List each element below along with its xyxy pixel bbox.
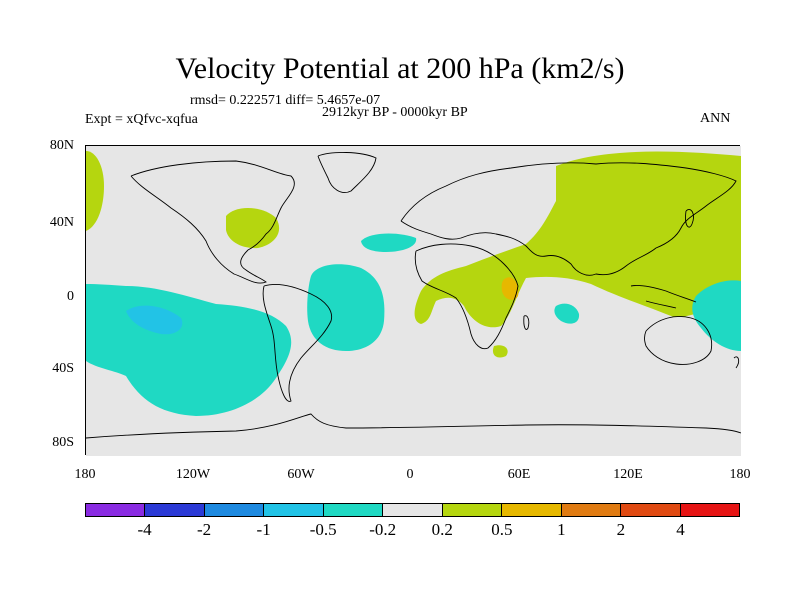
coast-africa xyxy=(414,243,519,350)
legend-label: -0.2 xyxy=(369,520,397,539)
legend-swatch xyxy=(323,504,384,516)
lon-tick-180w: 180 xyxy=(74,467,96,482)
legend-label: -2 xyxy=(196,520,212,539)
lat-tick-80s: 80S xyxy=(52,435,74,450)
positive-anomaly-north-america xyxy=(226,207,280,249)
lat-tick-40s: 40S xyxy=(52,361,74,376)
legend-swatch xyxy=(204,504,265,516)
negative-anomaly-north-atlantic xyxy=(361,233,417,252)
legend-swatch xyxy=(264,504,324,516)
coast-greenland xyxy=(317,152,377,193)
legend-label: -1 xyxy=(256,520,271,539)
legend-swatch xyxy=(621,504,681,516)
plot-title: Velocity Potential at 200 hPa (km2/s) xyxy=(175,52,625,85)
legend-swatch xyxy=(85,504,146,516)
positive-anomaly-pacific-edge xyxy=(86,151,104,231)
coastlines xyxy=(86,152,741,439)
lon-tick-60w: 60W xyxy=(287,467,315,482)
legend-label: 0.5 xyxy=(491,520,513,539)
legend-swatch xyxy=(502,504,562,516)
coast-madagascar xyxy=(523,315,530,330)
map-panel xyxy=(85,145,741,456)
legend-colorbar xyxy=(85,503,740,517)
lon-tick-180e: 180 xyxy=(729,467,751,482)
legend-label: 2 xyxy=(616,520,626,539)
lon-tick-120e: 120E xyxy=(613,467,643,482)
lon-tick-60e: 60E xyxy=(507,467,531,482)
legend-label: -0.5 xyxy=(309,520,337,539)
coast-north-america xyxy=(130,160,295,284)
negative-anomaly-core xyxy=(126,305,183,335)
period-label: 2912kyr BP - 0000kyr BP xyxy=(322,105,468,120)
positive-anomaly-east-africa xyxy=(501,277,519,300)
coast-antarctica xyxy=(86,413,741,439)
legend-label: 0.2 xyxy=(431,520,453,539)
coast-australia xyxy=(644,316,713,365)
legend-swatch xyxy=(561,504,622,516)
legend-label: 4 xyxy=(676,520,685,539)
map-canvas xyxy=(86,146,741,456)
positive-anomaly-asia xyxy=(414,151,741,328)
lat-tick-0: 0 xyxy=(67,289,74,304)
lon-tick-0: 0 xyxy=(406,467,414,482)
coast-indonesia xyxy=(630,285,697,309)
rmsd-diff-text: rmsd= 0.222571 diff= 5.4657e-07 xyxy=(190,93,381,108)
positive-anomaly-africa-small xyxy=(492,345,508,358)
legend-label: -4 xyxy=(137,520,152,539)
legend-swatch xyxy=(442,504,503,516)
season-label: ANN xyxy=(700,111,731,126)
coast-south-america xyxy=(262,283,333,402)
lat-tick-40n: 40N xyxy=(49,215,74,230)
legend-label: 1 xyxy=(557,520,566,539)
legend-swatch xyxy=(680,504,740,516)
lon-tick-120w: 120W xyxy=(175,467,211,482)
coast-japan xyxy=(685,209,694,228)
legend-swatch xyxy=(145,504,205,516)
experiment-label: Expt = xQfvc-xqfua xyxy=(85,112,198,127)
negative-anomaly-indian-ocean xyxy=(554,303,580,324)
coast-europe-asia xyxy=(400,162,737,276)
legend-swatch xyxy=(383,504,443,516)
lat-tick-80n: 80N xyxy=(49,138,74,153)
coast-new-zealand xyxy=(733,356,740,369)
negative-anomaly-west-pacific xyxy=(692,280,741,351)
